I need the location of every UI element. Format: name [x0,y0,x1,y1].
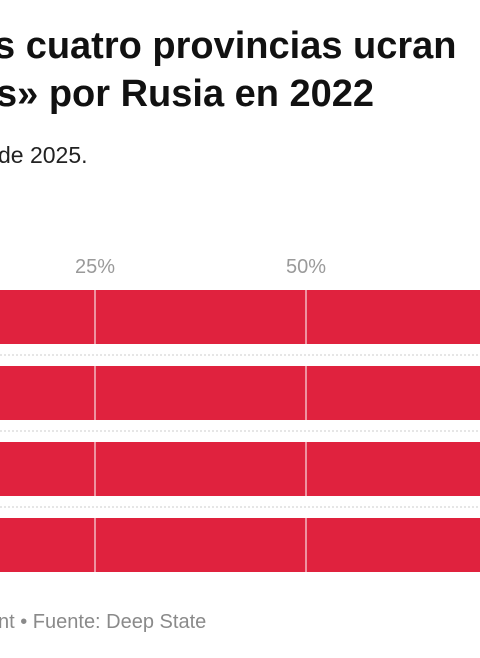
x-tick-label: 25% [75,256,115,278]
bar [0,442,480,496]
bar-chart: 25% 50% [0,256,480,572]
chart-title: s cuatro provincias ucran s» por Rusia e… [0,22,480,118]
source-note: nt • Fuente: Deep State [0,611,207,633]
title-line-1: s cuatro provincias ucran [0,25,457,67]
bar [0,518,480,572]
bar [0,290,480,344]
chart-subtitle: de 2025. [0,142,88,168]
bar [0,366,480,420]
x-tick-label: 50% [286,256,326,278]
title-line-2: s» por Rusia en 2022 [0,73,375,115]
